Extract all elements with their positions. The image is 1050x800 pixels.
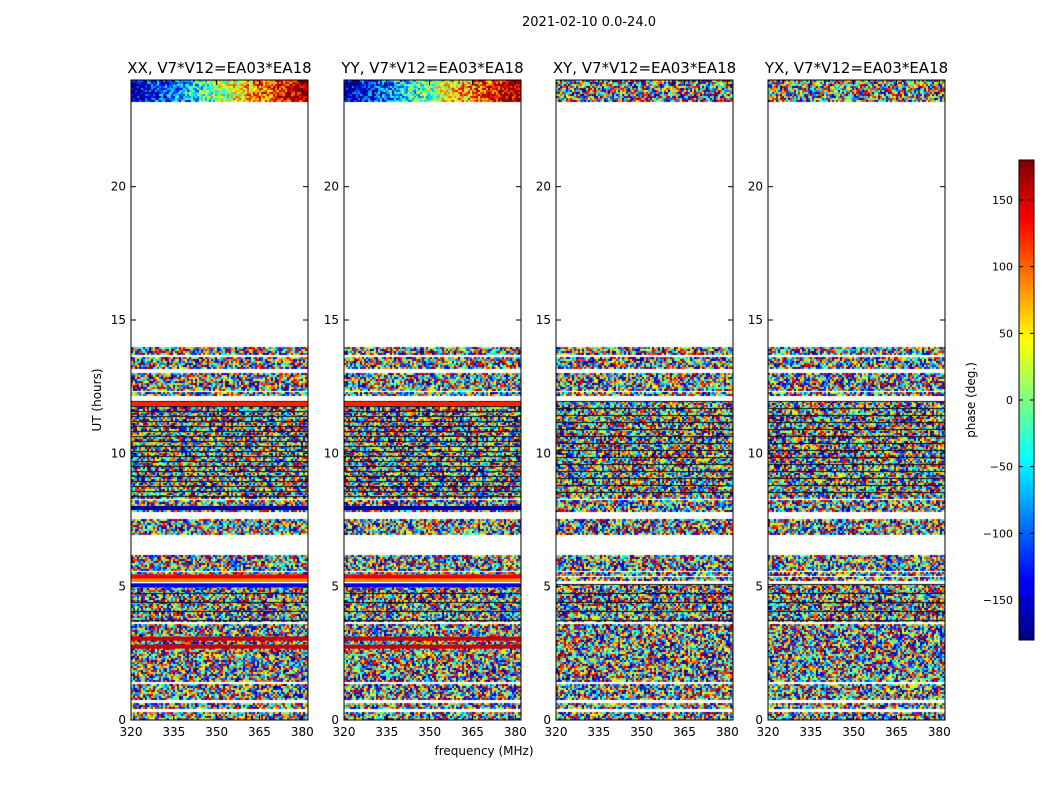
y-tick-label: 5 — [543, 580, 551, 594]
x-tick-label: 320 — [757, 725, 780, 739]
phase-streak — [344, 583, 521, 588]
x-tick-label: 380 — [291, 725, 314, 739]
panel-0: XX, V7*V12=EA03*EA18 0 5 10 15 20 320 335 350 365… — [111, 59, 314, 739]
x-axis-label: frequency (MHz) — [434, 744, 533, 758]
phase-streak — [131, 583, 308, 588]
panel-frame — [767, 79, 946, 721]
panel-heatmap — [556, 80, 733, 720]
colorbar-tick-label: 0 — [1006, 394, 1013, 407]
x-tick-label: 365 — [248, 725, 271, 739]
x-tick-label: 350 — [205, 725, 228, 739]
x-tick-label: 380 — [504, 725, 527, 739]
x-tick-label: 320 — [545, 725, 568, 739]
phase-streak — [131, 574, 308, 579]
phase-streak — [131, 578, 308, 582]
y-tick-label: 5 — [331, 580, 339, 594]
panel-frame — [343, 79, 522, 721]
x-tick-label: 350 — [418, 725, 441, 739]
colorbar-tick-label: −100 — [983, 527, 1013, 540]
x-tick-label: 335 — [587, 725, 610, 739]
x-tick-label: 335 — [799, 725, 822, 739]
y-tick-label: 15 — [324, 313, 339, 327]
y-tick-label: 5 — [118, 580, 126, 594]
y-tick-label: 0 — [331, 713, 339, 727]
x-tick-label: 365 — [461, 725, 484, 739]
x-tick-label: 335 — [162, 725, 185, 739]
y-tick-label: 20 — [748, 180, 763, 194]
panel-frame — [130, 79, 309, 721]
phase-streak — [344, 636, 521, 641]
y-tick-label: 20 — [536, 180, 551, 194]
panel-1: YY, V7*V12=EA03*EA18 0 5 10 15 20 320 335 350 365… — [324, 59, 527, 739]
y-tick-label: 15 — [748, 313, 763, 327]
colorbar-tick-label: 50 — [999, 327, 1013, 340]
panel-heatmap — [131, 80, 308, 720]
x-tick-label: 320 — [120, 725, 143, 739]
panel-title: YX, V7*V12=EA03*EA18 — [764, 59, 948, 77]
colorbar-label: phase (deg.) — [964, 362, 978, 438]
y-axis-label: UT (hours) — [90, 368, 104, 431]
x-tick-label: 365 — [885, 725, 908, 739]
phase-streak — [344, 402, 521, 406]
panel-heatmap — [768, 80, 945, 720]
phase-streak — [344, 574, 521, 579]
panel-title: XX, V7*V12=EA03*EA18 — [127, 59, 311, 77]
colorbar-tick-label: 150 — [992, 194, 1013, 207]
x-tick-label: 380 — [716, 725, 739, 739]
phase-streak — [344, 644, 521, 649]
y-tick-label: 10 — [324, 446, 339, 460]
y-tick-label: 10 — [748, 446, 763, 460]
x-tick-label: 320 — [333, 725, 356, 739]
phase-streak — [131, 402, 308, 406]
panel-title: YY, V7*V12=EA03*EA18 — [340, 59, 523, 77]
phase-streak — [344, 578, 521, 582]
x-tick-label: 350 — [630, 725, 653, 739]
colorbar-tick-label: −50 — [990, 461, 1013, 474]
colorbar-tick-label: −150 — [983, 594, 1013, 607]
y-tick-label: 0 — [118, 713, 126, 727]
phase-streak — [131, 644, 308, 649]
y-tick-label: 10 — [111, 446, 126, 460]
colorbar: 150 100 50 0 −50 −100 −150 phase (deg.) — [964, 159, 1035, 641]
panel-heatmap — [344, 80, 521, 720]
y-tick-label: 0 — [543, 713, 551, 727]
panels-group: XX, V7*V12=EA03*EA18 0 5 10 15 20 320 335 350 365… — [111, 59, 951, 739]
y-tick-label: 20 — [324, 180, 339, 194]
x-tick-label: 350 — [842, 725, 865, 739]
colorbar-tick-label: 100 — [992, 261, 1013, 274]
x-tick-label: 335 — [375, 725, 398, 739]
phase-streak — [344, 506, 521, 510]
y-tick-label: 0 — [755, 713, 763, 727]
panel-frame — [555, 79, 734, 721]
x-tick-label: 365 — [673, 725, 696, 739]
panel-3: YX, V7*V12=EA03*EA18 0 5 10 15 20 320 335 350 365… — [748, 59, 951, 739]
y-tick-label: 20 — [111, 180, 126, 194]
y-tick-label: 15 — [536, 313, 551, 327]
panel-2: XY, V7*V12=EA03*EA18 0 5 10 15 20 320 335 350 365… — [536, 59, 739, 739]
y-tick-label: 10 — [536, 446, 551, 460]
y-tick-label: 15 — [111, 313, 126, 327]
panel-title: XY, V7*V12=EA03*EA18 — [553, 59, 736, 77]
phase-streak — [131, 636, 308, 641]
phase-streak — [131, 506, 308, 510]
x-tick-label: 380 — [928, 725, 951, 739]
y-tick-label: 5 — [755, 580, 763, 594]
colorbar-ticks: 150 100 50 0 −50 −100 −150 — [983, 194, 1034, 607]
figure-suptitle: 2021-02-10 0.0-24.0 — [522, 15, 656, 30]
